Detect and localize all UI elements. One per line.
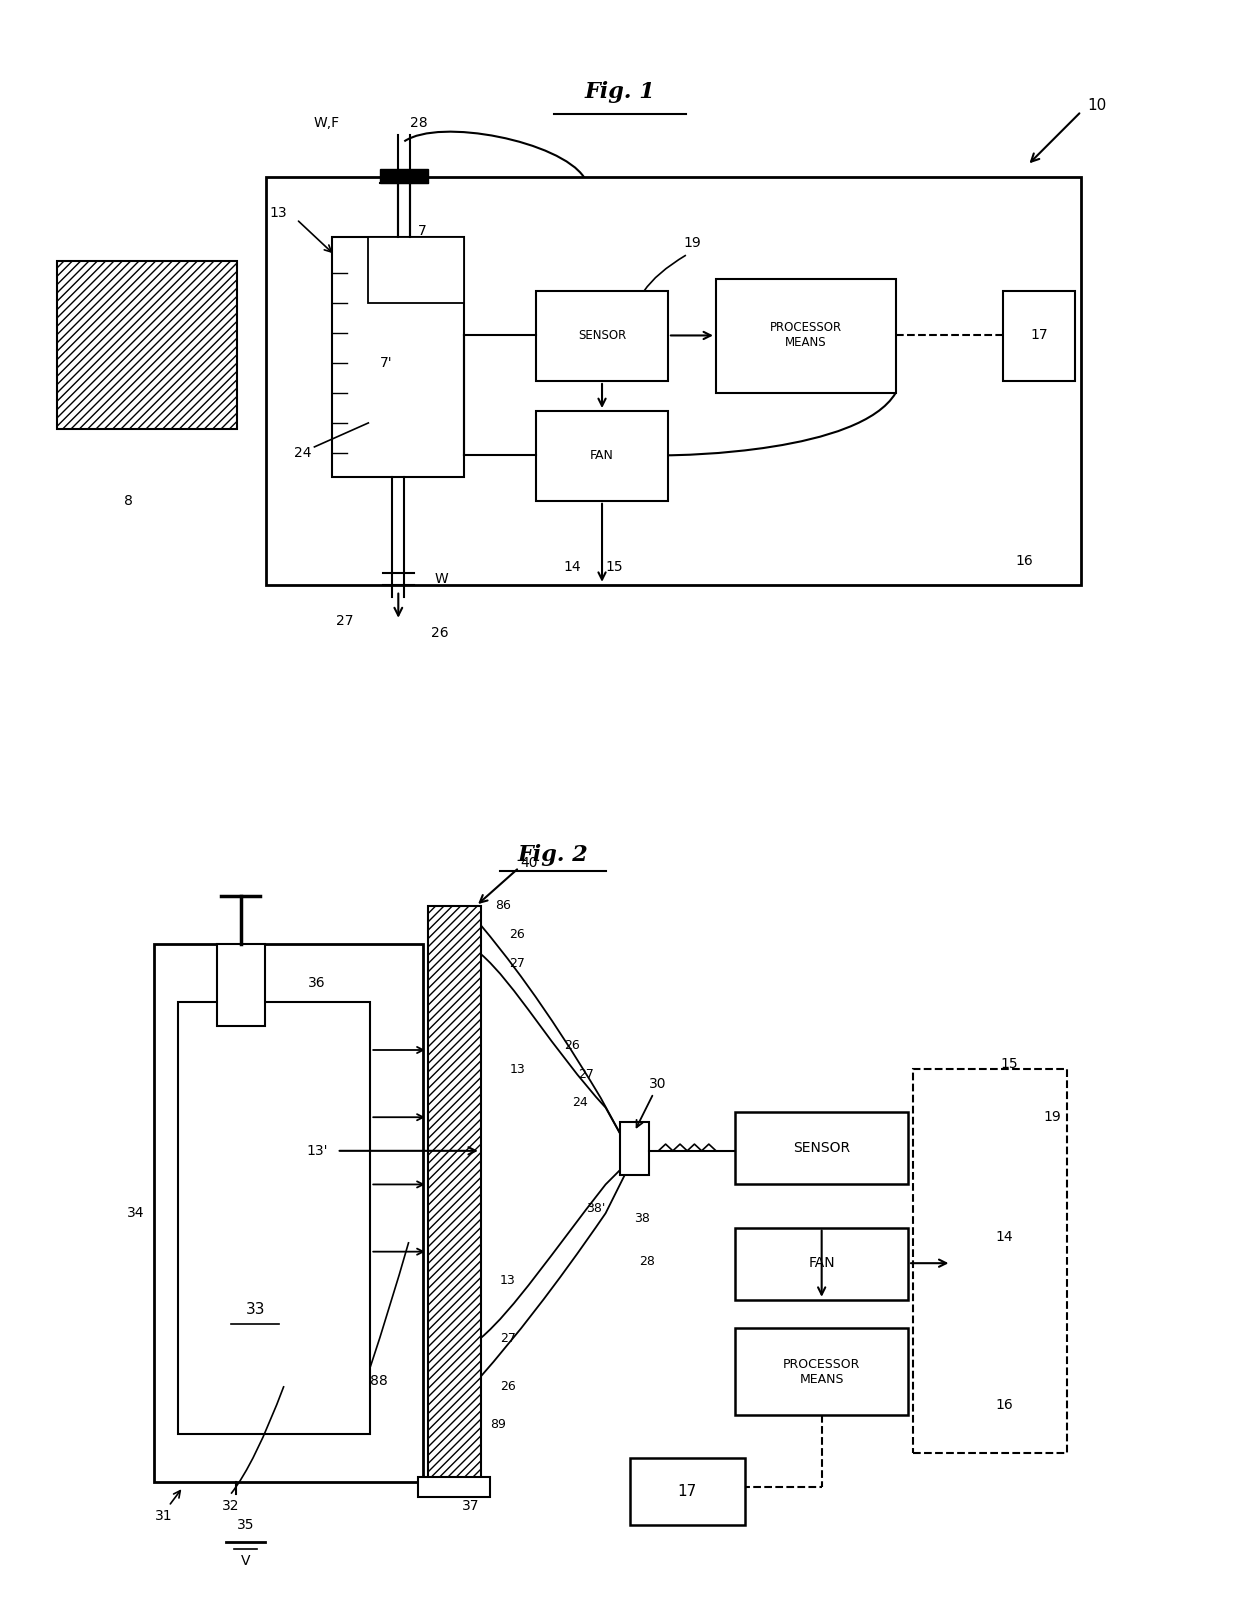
Text: SENSOR: SENSOR [578, 329, 626, 342]
Text: 13': 13' [306, 1143, 329, 1158]
Text: 7: 7 [418, 224, 427, 238]
Bar [57, 261, 237, 429]
Text: 27: 27 [500, 1332, 516, 1345]
Bar [715, 280, 895, 393]
Text: 13: 13 [510, 1063, 526, 1076]
Bar [913, 1070, 1066, 1453]
Bar [368, 237, 464, 304]
Text: 24: 24 [294, 446, 311, 461]
Text: 30: 30 [649, 1076, 666, 1091]
Text: SENSOR: SENSOR [794, 1142, 851, 1154]
Text: 14: 14 [996, 1230, 1013, 1244]
Text: 86: 86 [495, 900, 511, 913]
Text: 35: 35 [237, 1519, 254, 1532]
Text: 89: 89 [490, 1418, 506, 1431]
Bar [1003, 291, 1075, 381]
Text: 33: 33 [246, 1302, 265, 1318]
Text: 27: 27 [510, 958, 526, 971]
Bar [536, 291, 668, 381]
Bar [267, 177, 1081, 585]
Text: W,F: W,F [314, 117, 340, 131]
Text: 38: 38 [635, 1212, 650, 1225]
Text: 31: 31 [155, 1509, 172, 1522]
Text: 17: 17 [1030, 328, 1048, 342]
Text: Fig. 1: Fig. 1 [584, 82, 656, 104]
Bar [735, 1329, 908, 1415]
Text: V: V [241, 1554, 250, 1569]
Text: W: W [434, 572, 448, 585]
Text: 19: 19 [1043, 1110, 1061, 1124]
Text: 88: 88 [371, 1374, 388, 1388]
Bar [179, 1003, 371, 1434]
Text: 40: 40 [520, 855, 537, 870]
Bar [381, 169, 428, 184]
Bar [735, 1228, 908, 1300]
Text: PROCESSOR
MEANS: PROCESSOR MEANS [782, 1358, 861, 1386]
Bar [418, 1477, 490, 1497]
Text: 14: 14 [563, 560, 580, 574]
Text: 8: 8 [124, 494, 133, 508]
Bar [428, 907, 481, 1482]
Text: 19: 19 [683, 237, 701, 249]
Text: 28: 28 [639, 1255, 655, 1268]
Text: 26: 26 [432, 625, 449, 640]
Text: 28: 28 [410, 117, 428, 131]
Text: 36: 36 [308, 975, 326, 990]
Text: 13: 13 [500, 1274, 516, 1287]
Text: FAN: FAN [808, 1257, 835, 1270]
Text: 38': 38' [587, 1202, 605, 1215]
Text: 13: 13 [269, 206, 288, 221]
Text: 7': 7' [379, 357, 393, 369]
Text: 26: 26 [564, 1039, 580, 1052]
Bar [536, 411, 668, 500]
Text: 10: 10 [1087, 98, 1106, 114]
Text: PROCESSOR
MEANS: PROCESSOR MEANS [770, 321, 842, 350]
Text: 27: 27 [578, 1068, 594, 1081]
Bar [735, 1113, 908, 1185]
Text: 32: 32 [222, 1500, 239, 1513]
Text: 37: 37 [463, 1500, 480, 1513]
Text: 16: 16 [1016, 553, 1033, 568]
Bar [332, 237, 464, 477]
Text: 34: 34 [128, 1206, 145, 1220]
Text: 24: 24 [572, 1097, 588, 1110]
Text: 26: 26 [500, 1380, 516, 1393]
Bar [630, 1458, 745, 1525]
Text: 16: 16 [996, 1398, 1013, 1412]
Text: 17: 17 [677, 1484, 697, 1500]
Bar [620, 1122, 649, 1175]
Text: Fig. 2: Fig. 2 [517, 844, 588, 865]
Text: 27: 27 [336, 614, 353, 628]
Bar [154, 945, 423, 1482]
Text: FAN: FAN [590, 449, 614, 462]
Bar [217, 945, 264, 1027]
Text: 15: 15 [1001, 1057, 1018, 1071]
Text: 15: 15 [605, 560, 622, 574]
Text: 26: 26 [510, 929, 526, 942]
